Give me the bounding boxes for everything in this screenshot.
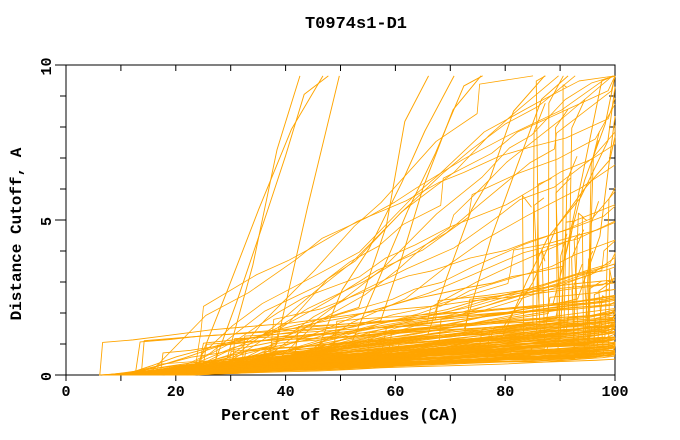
svg-text:5: 5 [39, 217, 56, 226]
svg-text:80: 80 [496, 384, 514, 401]
svg-text:60: 60 [386, 384, 404, 401]
svg-text:0: 0 [61, 384, 70, 401]
svg-text:10: 10 [39, 57, 56, 75]
svg-text:40: 40 [277, 384, 295, 401]
svg-text:100: 100 [601, 384, 628, 401]
svg-text:20: 20 [167, 384, 185, 401]
svg-text:0: 0 [39, 372, 56, 381]
